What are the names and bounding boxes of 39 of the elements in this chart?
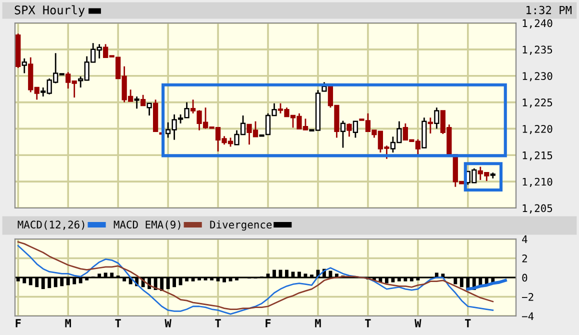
legend-label: Divergence — [210, 220, 272, 231]
y-tick-label: 0 — [522, 274, 528, 282]
y-tick-label: 4 — [522, 235, 528, 243]
candlestick — [340, 120, 346, 148]
candlestick — [22, 58, 27, 74]
y-tick-label: 1,225 — [522, 98, 552, 108]
candlestick — [134, 96, 140, 110]
x-tick-label: M — [315, 319, 321, 328]
y-tick-label: −2 — [522, 293, 534, 301]
chart-title: SPX Hourly — [14, 5, 85, 17]
x-tick-label: M — [65, 319, 71, 328]
y-tick-label: 2 — [522, 254, 527, 262]
x-tick-label: T — [115, 319, 121, 328]
legend-label: MACD EMA(9) — [114, 220, 180, 230]
line-series — [466, 278, 507, 291]
legend-label: MACD(12,26) — [18, 220, 84, 230]
candlestick — [140, 94, 146, 106]
candlestick — [146, 102, 152, 116]
candlestick — [352, 120, 358, 138]
text: 1:32 PM — [526, 6, 572, 14]
y-tick-label: −4 — [522, 312, 534, 320]
x-tick-label: F — [16, 319, 21, 328]
y-tick-label: 1,220 — [522, 124, 552, 134]
x-tick-label: T — [215, 319, 221, 328]
y-tick-label: 1,210 — [522, 178, 552, 188]
x-tick-label: W — [164, 319, 172, 328]
candlestick — [434, 106, 440, 130]
y-tick-label: 1,230 — [522, 72, 552, 82]
y-tick-label: 1,205 — [522, 204, 552, 214]
x-tick-label: T — [465, 319, 471, 328]
y-tick-label: 1,215 — [522, 151, 552, 161]
bar — [434, 272, 438, 278]
x-tick-label: T — [365, 319, 371, 328]
x-tick-label: F — [266, 319, 271, 328]
y-tick-label: 1,235 — [522, 46, 552, 55]
x-tick-label: W — [414, 319, 422, 328]
y-tick-label: 1,240 — [522, 19, 552, 28]
candlestick — [346, 122, 352, 138]
candlestick — [428, 116, 433, 134]
